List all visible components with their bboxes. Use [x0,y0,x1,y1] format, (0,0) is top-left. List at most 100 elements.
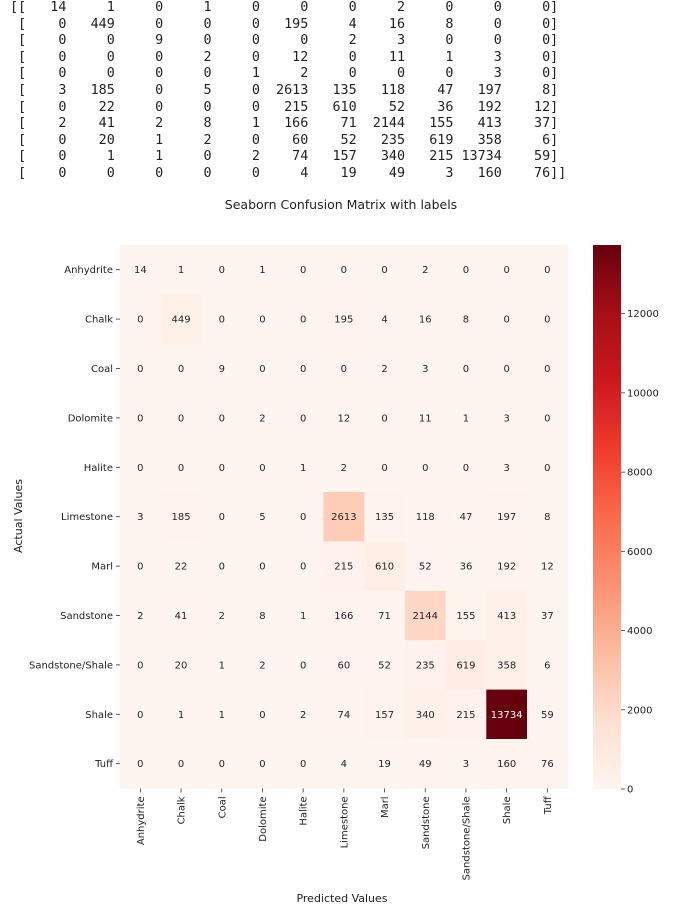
colorbar-tick-label: 10000 [627,388,659,399]
heatmap-cell [527,294,569,345]
heatmap-cell [120,245,162,295]
y-tick-label: Dolomite [68,413,113,424]
heatmap-cell [445,393,487,443]
heatmap-cell [323,541,365,592]
cell-annotation: 0 [503,315,509,326]
cell-annotation: 0 [259,463,265,474]
heatmap-cell [282,541,324,592]
colorbar-tick-label: 2000 [627,705,652,716]
cell-annotation: 1 [259,265,265,276]
heatmap-cell [486,689,528,740]
cell-annotation: 0 [137,315,143,326]
heatmap-cell [527,245,569,295]
cell-annotation: 2 [259,413,265,424]
heatmap-cell [201,640,243,690]
heatmap-cell [445,492,487,542]
cell-annotation: 37 [541,611,554,622]
heatmap-cell [486,590,528,641]
cell-annotation: 8 [544,512,550,523]
cell-annotation: 215 [456,710,475,721]
cell-annotation: 0 [544,265,550,276]
heatmap-cell [527,739,569,789]
heatmap-cell [242,492,284,542]
heatmap-cell [242,393,284,443]
heatmap-cell [404,294,446,345]
heatmap-cell [323,640,365,690]
confusion-matrix-console-output: [[ 14 1 0 1 0 0 0 2 0 0 0] [ 0 449 0 0 0… [10,0,567,181]
y-tick-label: Tuff [94,759,114,770]
heatmap-cell [201,294,243,345]
heatmap-cell [527,590,569,641]
cell-annotation: 3 [422,364,428,375]
heatmap-cell [201,393,243,443]
cell-annotation: 2 [259,660,265,671]
cell-annotation: 0 [300,512,306,523]
heatmap-cell [364,492,406,542]
heatmap-cell [364,245,406,295]
cell-annotation: 0 [300,562,306,573]
cell-annotation: 0 [381,413,387,424]
cell-annotation: 3 [503,413,509,424]
cell-annotation: 0 [137,364,143,375]
x-tick-label: Chalk [177,796,188,824]
cell-annotation: 413 [497,611,516,622]
cell-annotation: 1 [463,413,469,424]
heatmap-cell [486,442,528,493]
heatmap-cell [486,245,528,295]
heatmap-cell [486,541,528,592]
cell-annotation: 41 [175,611,188,622]
cell-annotation: 52 [419,562,432,573]
heatmap-cell [404,689,446,740]
cell-annotation: 192 [497,562,516,573]
cell-annotation: 1 [300,611,306,622]
x-tick-label: Limestone [339,796,350,848]
x-tick-labels: Anhydrite Chalk Coal Dolomite Halite Limeston… [136,788,554,880]
heatmap-cell [201,245,243,295]
heatmap-cell [364,640,406,690]
heatmap-cell [445,343,487,394]
heatmap-cell [242,541,284,592]
cell-annotation: 12 [541,562,554,573]
x-tick-label: Anhydrite [136,796,147,845]
cell-annotation: 16 [419,315,432,326]
cell-annotation: 0 [381,265,387,276]
heatmap-cell [486,294,528,345]
heatmap-cell [404,590,446,641]
cell-annotation: 0 [137,759,143,770]
heatmap-cell [404,541,446,592]
x-tick-label: Sandstone [421,796,432,849]
cell-annotation: 2 [219,611,225,622]
cell-annotation: 235 [416,660,435,671]
heatmap-cell [120,739,162,789]
heatmap-cell [323,689,365,740]
cell-annotation: 1 [178,265,184,276]
cell-annotation: 19 [378,759,391,770]
y-tick-labels: Anhydrite Chalk Coal Dolomite Halite Limeston… [29,265,120,770]
heatmap-cell [282,442,324,493]
heatmap-cell [201,590,243,641]
cell-annotation: 12 [337,413,350,424]
cell-annotation: 160 [497,759,516,770]
heatmap-cell [160,640,202,690]
heatmap-cell [364,541,406,592]
cell-annotation: 1 [219,660,225,671]
cell-annotation: 71 [378,611,391,622]
cell-annotation: 0 [300,315,306,326]
heatmap-cell [120,541,162,592]
cell-annotation: 0 [219,759,225,770]
cell-annotation: 2 [422,265,428,276]
cell-annotation: 47 [460,512,473,523]
x-axis-label: Predicted Values [296,892,387,905]
cell-annotation: 0 [259,364,265,375]
cell-annotation: 60 [337,660,350,671]
cell-annotation: 36 [460,562,473,573]
cell-annotation: 157 [375,710,394,721]
cell-annotation: 155 [456,611,475,622]
heatmap-cell [445,245,487,295]
cell-annotation: 2 [137,611,143,622]
heatmap-cell [160,343,202,394]
cell-annotation: 0 [544,463,550,474]
cell-annotation: 0 [503,364,509,375]
y-tick-label: Coal [91,364,113,375]
heatmap-cell [160,541,202,592]
